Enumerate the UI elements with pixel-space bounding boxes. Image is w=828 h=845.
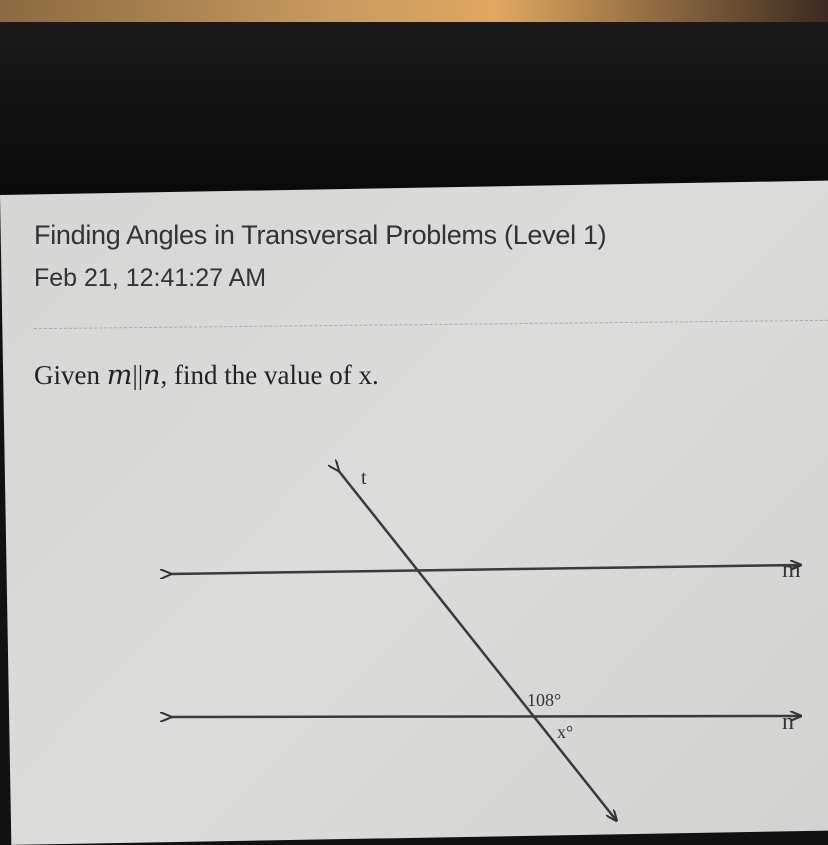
line-m-symbol: m: [106, 360, 133, 391]
transversal-t: [338, 470, 616, 820]
line-n-symbol: n: [143, 360, 161, 391]
label-n: n: [782, 709, 794, 735]
timestamp: Feb 21, 12:41:27 AM: [34, 264, 267, 292]
label-m: m: [782, 557, 801, 583]
label-t: t: [361, 467, 367, 489]
background-strip: [0, 0, 828, 22]
angle-108-label: 108°: [527, 690, 561, 710]
question-suffix: , find the value of x.: [160, 360, 379, 390]
question-text: Given m||n, find the value of x.: [34, 360, 379, 391]
page-title: Finding Angles in Transversal Problems (…: [34, 220, 607, 250]
question-prefix: Given: [34, 360, 107, 390]
line-m: [170, 565, 800, 574]
angle-x-label: x°: [557, 722, 573, 742]
screen-bezel: [0, 22, 828, 212]
transversal-diagram: t m n 108° x°: [0, 0, 828, 828]
line-n: [170, 716, 800, 717]
parallel-symbol: ||: [132, 360, 144, 390]
